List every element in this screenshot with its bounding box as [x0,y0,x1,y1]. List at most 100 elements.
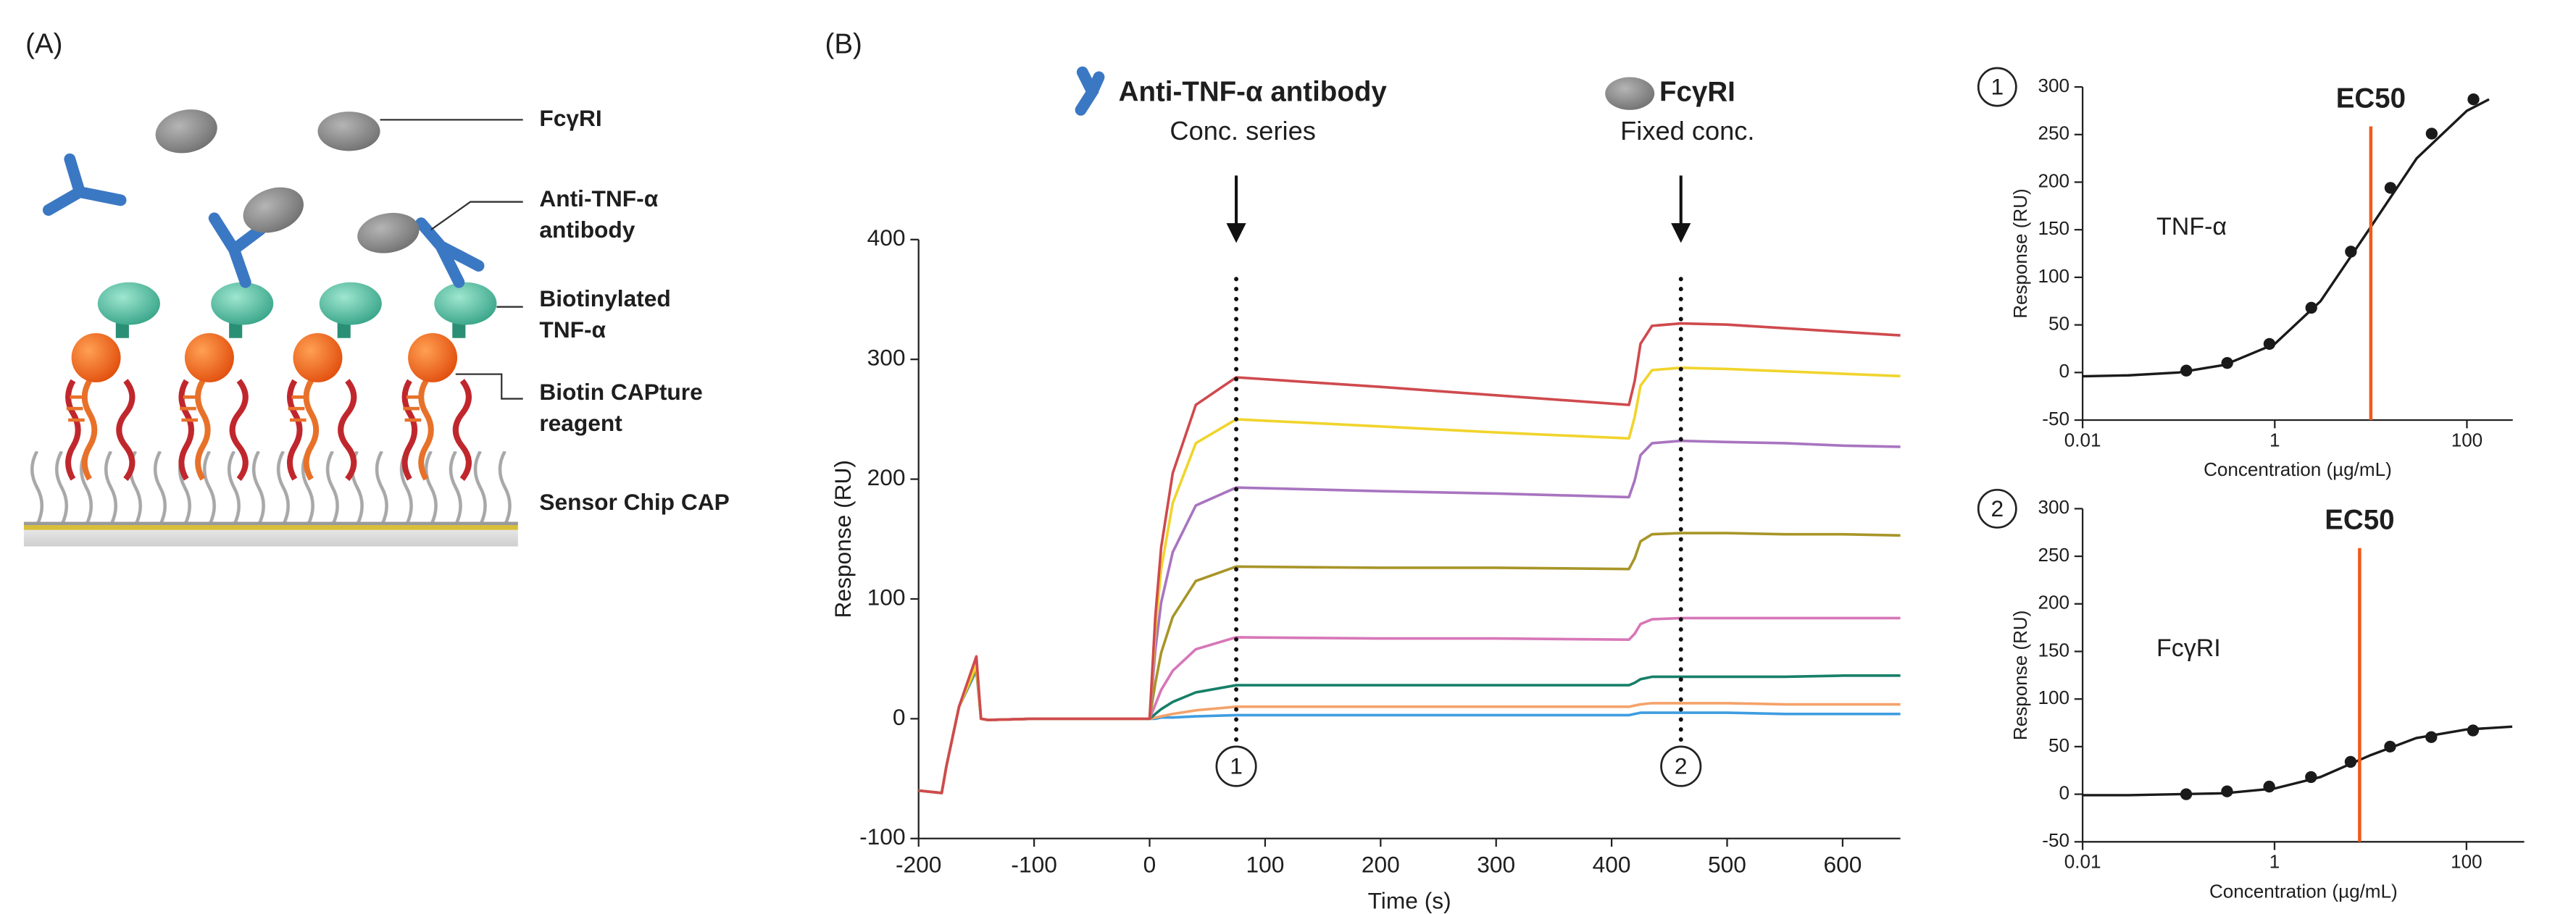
y-tick-label: 200 [867,464,906,490]
data-point [2467,724,2480,737]
y-tick-label: 250 [2038,122,2069,144]
data-point [2425,731,2438,743]
fcgri-icon [1605,77,1655,110]
panel-label: (B) [825,29,862,60]
leader-line [455,373,523,400]
y-tick-label: 0 [2059,781,2069,803]
marker-circle [1977,488,2017,529]
y-axis-label: Response (RU) [2009,188,2031,318]
x-tick-label: -100 [1011,852,1056,878]
data-point [2221,357,2233,369]
fcgri [357,212,420,253]
y-tick-label: 400 [867,225,906,251]
panel-a: (A) FcγRI Anti-TNF-α antibody Biotinylat… [23,29,730,547]
marker-circle [1977,67,2017,107]
marker-circle [1660,745,1702,787]
part-label: Biotinylated [539,285,670,311]
capture-unit [288,282,382,479]
y-tick-label: 50 [2048,734,2069,756]
fcgri [155,109,217,154]
part-label: FcγRI [539,105,601,131]
y-tick-label: -50 [2042,829,2069,851]
marker-label: 2 [1675,753,1688,779]
curve-label: TNF-α [2156,213,2227,240]
data-point [2305,301,2317,314]
capture-unit [403,282,496,479]
data-point [2180,788,2193,800]
data-point [2384,740,2396,753]
antibody [42,153,127,216]
data-point [2384,182,2397,194]
series-line [918,532,1901,794]
x-tick-label: 200 [1362,852,1400,878]
chip [23,529,518,547]
data-point [2425,127,2438,140]
series-line [918,322,1901,794]
data-point [2180,364,2193,377]
leader-line [430,201,523,231]
marker-label: 1 [1230,753,1243,779]
fit-curve [2083,725,2513,797]
y-tick-label: 300 [2038,75,2069,96]
y-tick-label: -100 [859,823,905,850]
data-point [2263,337,2276,351]
capture-unit [67,282,160,479]
y-tick-label: 0 [893,704,906,730]
part-label: Anti-TNF-α [539,185,658,211]
ec50-label: EC50 [2336,83,2406,114]
y-axis-label: Response (RU) [830,460,856,618]
x-tick-label: 0.01 [2064,851,2101,873]
injection-subtitle: Fixed conc. [1620,116,1754,146]
y-tick-label: -50 [2042,408,2069,429]
y-tick-label: 100 [2038,265,2069,287]
series-line [918,669,1901,794]
curve-label: FcγRI [2156,634,2221,662]
x-tick-label: 600 [1823,852,1862,878]
antibody [208,212,267,288]
y-tick-label: 200 [2038,169,2069,191]
data-point [2305,771,2317,784]
part-label: reagent [539,410,622,436]
x-tick-label: 0 [1143,852,1156,878]
y-tick-label: 250 [2038,544,2069,566]
x-tick-label: 300 [1477,852,1515,878]
part-label: TNF-α [539,316,606,343]
y-tick-label: 50 [2048,312,2069,334]
ec50-label: EC50 [2325,505,2394,536]
marker-label: 1 [1991,74,2004,100]
x-tick-label: -200 [896,852,941,878]
arrow-head [1671,223,1691,243]
panel-label: (A) [25,29,62,60]
chip-gold [23,525,518,530]
x-tick-label: 100 [2451,429,2483,450]
fcgri [243,187,304,233]
arrow-head [1226,223,1246,243]
y-tick-label: 200 [2038,592,2069,613]
antibody-icon [1075,66,1105,116]
part-label: Biotin CAPture [539,379,702,405]
x-tick-label: 100 [2451,851,2482,873]
y-tick-label: 100 [867,584,906,610]
part-label: Sensor Chip CAP [539,489,729,515]
y-axis-label: Response (RU) [2009,611,2031,740]
data-point [2467,93,2480,106]
y-tick-label: 300 [867,345,906,371]
data-point [2345,246,2357,258]
part-label: antibody [539,217,635,243]
fit-curve [2083,98,2490,378]
x-tick-label: 100 [1246,852,1284,878]
injection-title: Anti-TNF-α antibody [1119,76,1388,107]
x-tick-label: 0.01 [2064,429,2101,450]
y-tick-label: 0 [2059,360,2069,382]
x-tick-label: 1 [2269,851,2280,873]
series-line [918,663,1901,794]
data-point [2221,785,2233,797]
x-axis-label: Time (s) [1368,888,1451,914]
data-point [2344,755,2357,768]
y-tick-label: 100 [2038,687,2069,708]
x-axis-label: Concentration (µg/mL) [2209,880,2398,902]
x-axis-label: Concentration (µg/mL) [2204,458,2392,480]
fcgri [317,112,380,151]
